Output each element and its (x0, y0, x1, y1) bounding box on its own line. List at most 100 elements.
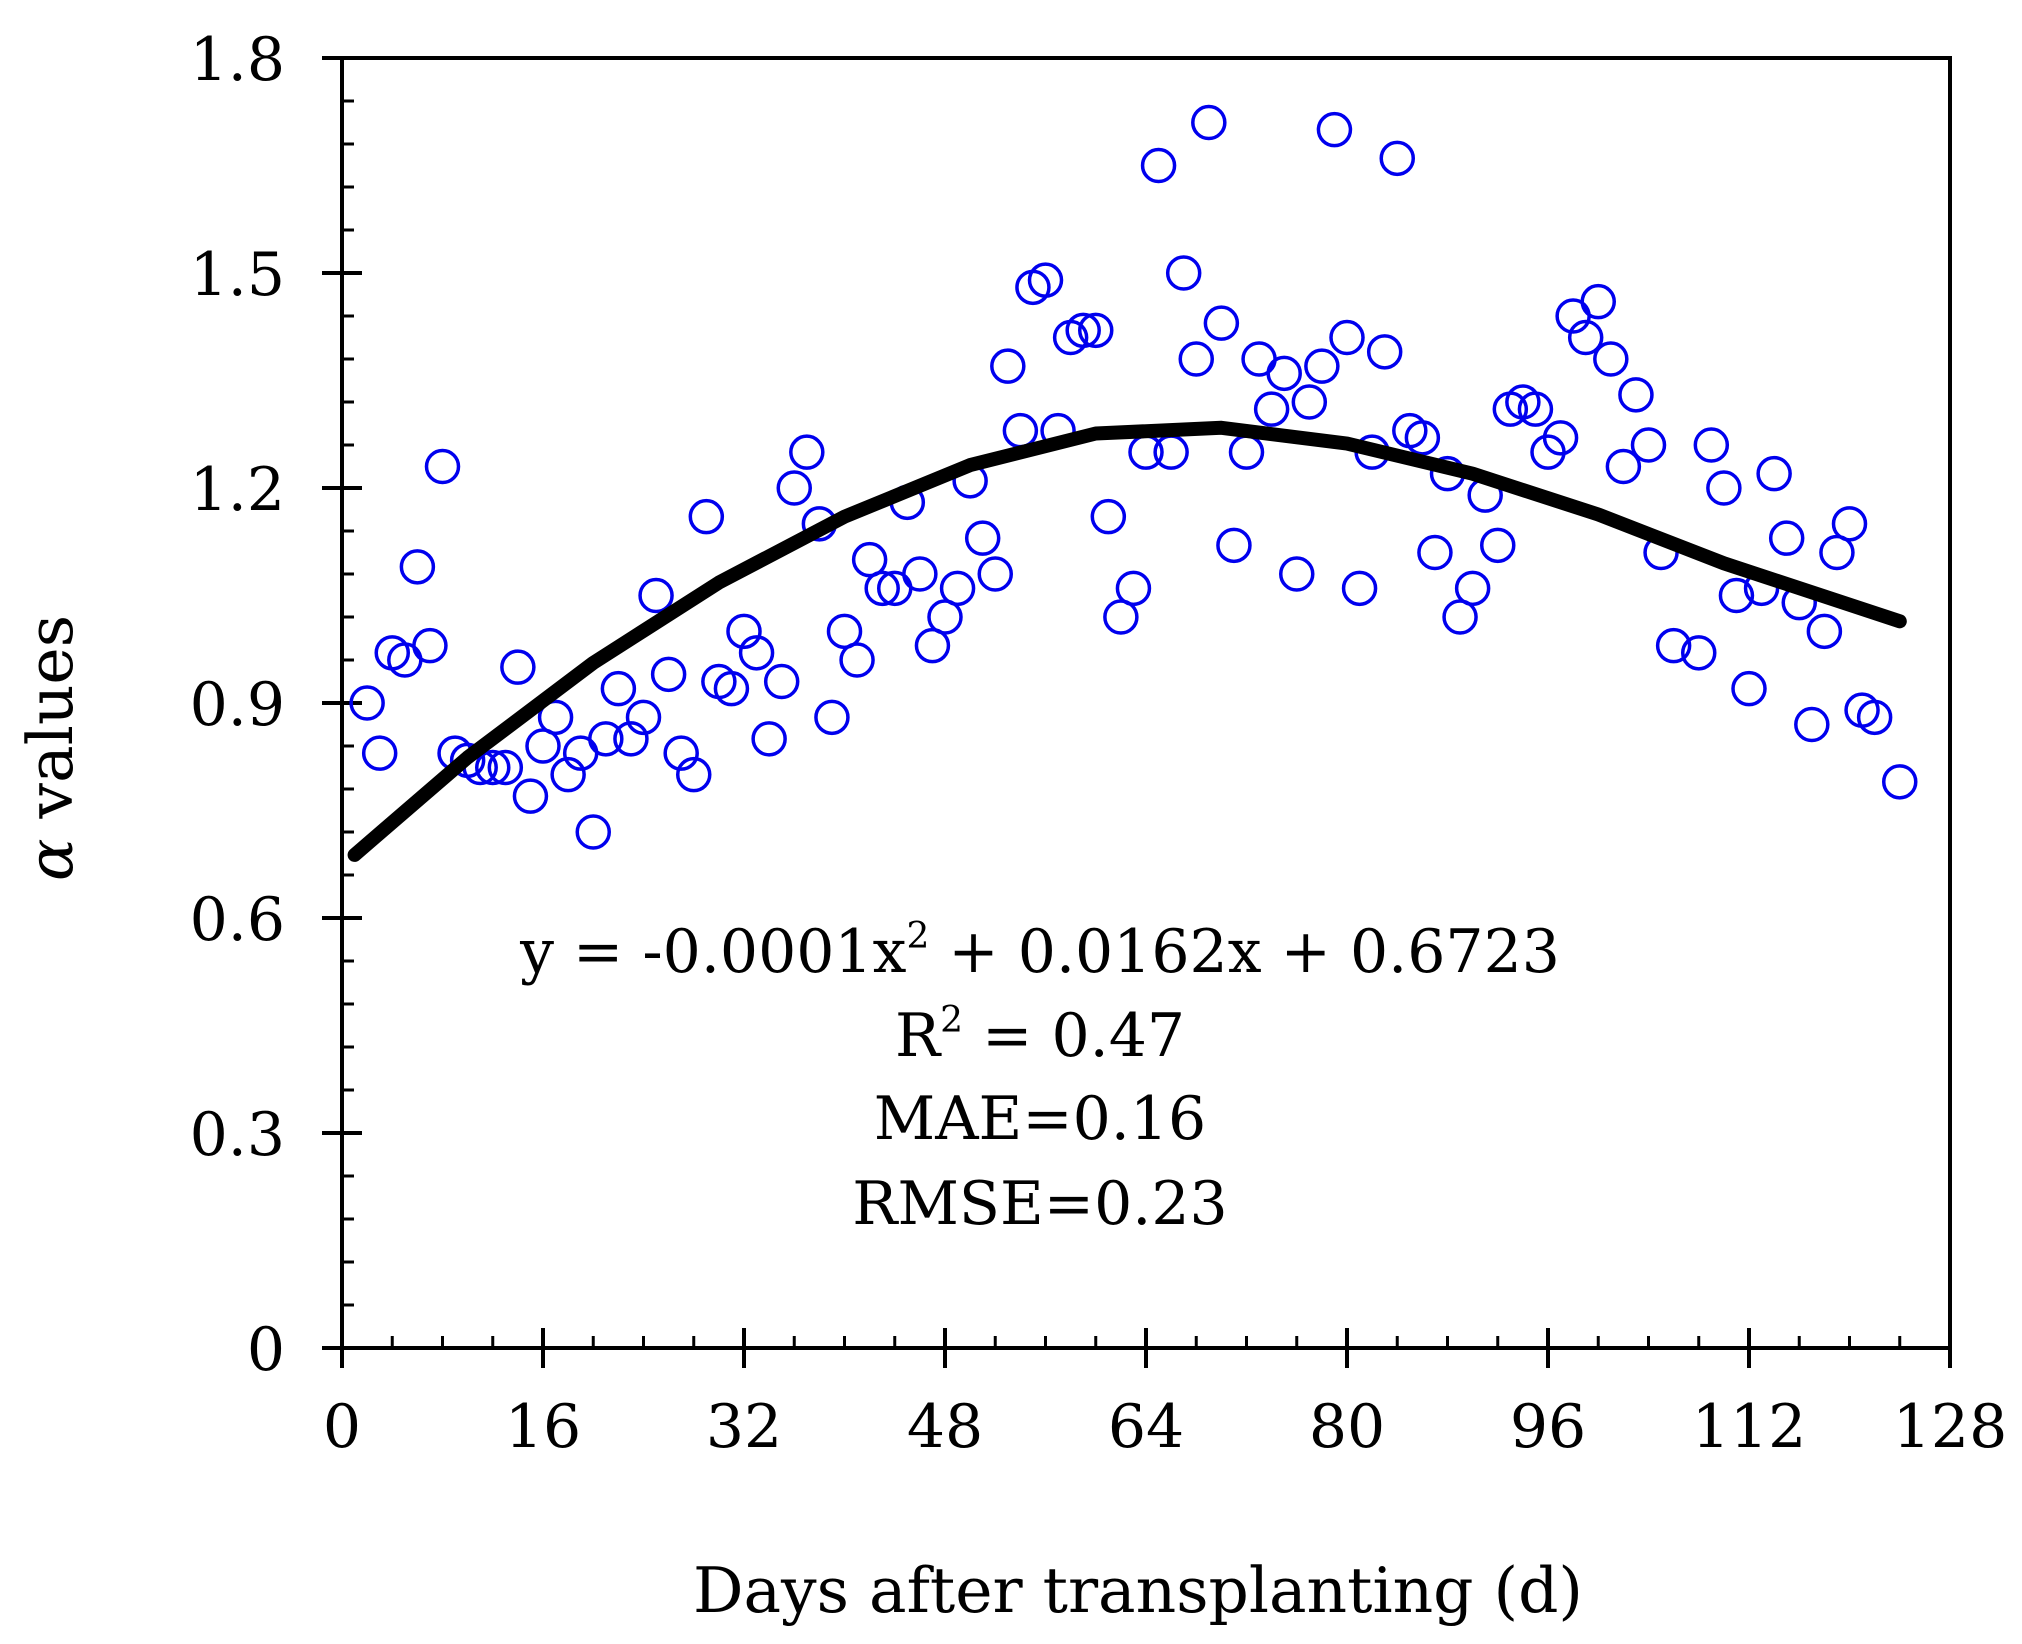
data-point (1693, 427, 1730, 463)
x-tick-label: 128 (1893, 1392, 2008, 1462)
data-point (575, 814, 611, 850)
data-point (776, 470, 812, 506)
data-point (525, 728, 561, 764)
data-point (738, 635, 775, 671)
equation-label: y = -0.0001x2 + 0.0162x + 0.6723 (519, 916, 1560, 987)
x-tick-label: 48 (907, 1392, 983, 1462)
y-tick-label: 0.6 (190, 885, 285, 955)
data-point (1706, 470, 1742, 506)
data-point (1417, 534, 1453, 571)
data-point (1442, 599, 1478, 635)
data-point (588, 721, 624, 757)
data-point (1630, 427, 1667, 463)
data-point (1191, 104, 1227, 141)
data-point (864, 570, 900, 607)
data-point (1580, 283, 1616, 320)
data-point (1768, 520, 1805, 556)
data-point (1718, 577, 1755, 614)
data-point (726, 613, 762, 650)
data-point (1065, 312, 1101, 349)
equation-exponent: 2 (906, 916, 929, 957)
data-point (625, 699, 662, 736)
data-point (412, 627, 448, 664)
x-axis-title: Days after transplanting (d) (693, 1554, 1583, 1627)
data-point (424, 448, 461, 485)
data-point (914, 627, 951, 664)
data-point (1078, 312, 1114, 349)
data-point (537, 699, 574, 736)
x-tick-label: 0 (323, 1392, 361, 1462)
data-point (1341, 570, 1378, 607)
data-point (1831, 506, 1868, 542)
plot-frame (340, 56, 1952, 1350)
data-point (939, 570, 976, 607)
y-axis-spacer (14, 818, 87, 838)
data-point (1253, 391, 1290, 427)
data-point (826, 613, 863, 650)
x-tick-label: 80 (1309, 1392, 1385, 1462)
y-tick-label: 1.5 (190, 240, 285, 310)
data-point (1593, 341, 1629, 377)
rmse-label: RMSE=0.23 (852, 1169, 1227, 1239)
x-tick-labels: 0 16 32 48 64 80 96 112 128 (323, 1392, 2007, 1462)
data-point (1316, 111, 1353, 148)
data-point (1731, 670, 1767, 707)
x-tick-label: 64 (1108, 1392, 1184, 1462)
data-point (1605, 448, 1642, 485)
y-tick-labels: 0 0.3 0.6 0.9 1.2 1.5 1.8 (190, 25, 285, 1385)
x-tick-label: 112 (1692, 1392, 1807, 1462)
data-point (676, 756, 712, 793)
data-point (763, 663, 800, 700)
mae-label: MAE=0.16 (874, 1084, 1206, 1154)
data-point (839, 642, 875, 678)
data-point (1480, 527, 1516, 564)
data-point (399, 549, 436, 585)
data-point (1819, 534, 1855, 571)
data-point (1103, 599, 1139, 635)
data-point (751, 721, 787, 757)
data-point (1681, 635, 1717, 671)
trendline (347, 420, 1907, 862)
data-point (1165, 255, 1202, 291)
y-axis-symbol: α (14, 838, 87, 881)
data-point (902, 556, 938, 592)
data-point (1756, 455, 1792, 492)
data-point (1178, 341, 1214, 377)
fit-annotation: y = -0.0001x2 + 0.0162x + 0.6723 R2 = 0.… (519, 916, 1560, 1239)
y-tick-label: 1.8 (190, 25, 285, 95)
data-point (1203, 305, 1240, 341)
y-axis-text: values (14, 615, 87, 820)
data-point (1856, 699, 1893, 736)
data-point (500, 649, 536, 685)
y-tick-label: 1.2 (190, 455, 285, 525)
r-squared-value: = 0.47 (963, 1001, 1185, 1071)
data-point (814, 699, 850, 736)
data-point (487, 749, 524, 786)
y-tick-label: 0.9 (190, 670, 285, 740)
data-point (349, 685, 385, 721)
data-point (1379, 140, 1415, 177)
x-tick-label: 16 (505, 1392, 581, 1462)
data-point (1027, 262, 1064, 298)
data-point (1291, 384, 1328, 420)
data-point (851, 541, 888, 578)
data-point (1655, 627, 1692, 664)
data-point (512, 778, 549, 814)
y-axis-title: α values (14, 615, 87, 881)
data-point (1806, 613, 1843, 650)
data-point (977, 556, 1013, 592)
data-point (663, 735, 699, 771)
data-point (990, 348, 1026, 384)
data-point (1882, 764, 1918, 800)
x-tick-label: 32 (706, 1392, 782, 1462)
data-point (638, 577, 674, 614)
data-point (1794, 706, 1830, 743)
data-point (713, 670, 750, 707)
r-squared-label: R2 = 0.47 (895, 1000, 1185, 1071)
data-point (600, 670, 637, 707)
data-point (550, 756, 586, 793)
y-tick-label: 0.3 (190, 1100, 285, 1170)
data-point (927, 599, 963, 635)
data-point (613, 721, 649, 757)
